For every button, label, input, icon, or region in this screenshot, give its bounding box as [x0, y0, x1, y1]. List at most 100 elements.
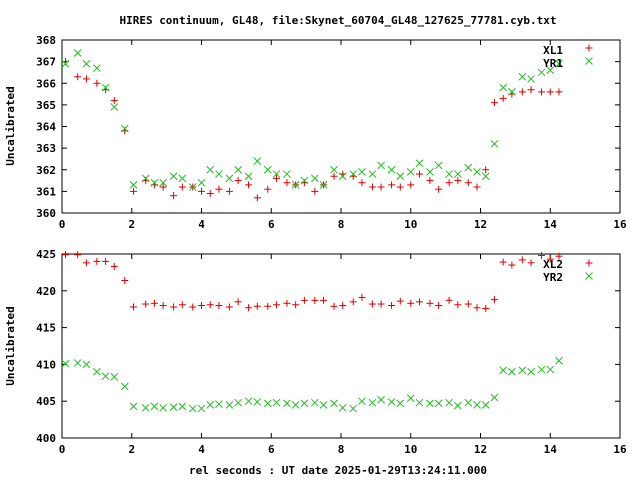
data-point-xl1 — [426, 177, 434, 185]
data-point-yr1 — [464, 163, 473, 172]
data-point-xl1 — [198, 187, 205, 195]
data-point-yr1 — [387, 165, 396, 174]
data-point-yr2 — [518, 366, 527, 375]
y-tick-label: 362 — [36, 164, 56, 177]
data-point-yr1 — [453, 170, 462, 178]
data-point-yr1 — [225, 174, 234, 183]
data-point-xl2 — [435, 302, 443, 310]
data-point-xl1 — [435, 185, 443, 193]
data-point-yr1 — [169, 172, 178, 181]
figure-title: HIRES continuum, GL48, file:Skynet_60704… — [119, 14, 556, 27]
data-point-yr1 — [537, 68, 546, 77]
y-tick-label: 368 — [36, 34, 56, 47]
data-point-yr2 — [150, 402, 159, 411]
data-point-xl1 — [272, 174, 280, 182]
data-point-xl2 — [93, 257, 101, 265]
data-point-yr1 — [283, 170, 291, 178]
y-tick-label: 363 — [36, 142, 56, 155]
data-point-xl2 — [198, 302, 205, 310]
data-point-yr1 — [490, 139, 499, 148]
bottom-panel: Uncalibrated rel seconds : UT date 2025-… — [4, 248, 627, 477]
data-point-xl2 — [388, 302, 396, 310]
x-tick-label: 4 — [198, 218, 205, 231]
y-tick-label: 365 — [36, 99, 56, 112]
data-point-xl2 — [74, 251, 82, 259]
data-point-yr1 — [291, 181, 300, 189]
data-point-yr2 — [141, 403, 150, 412]
data-point-xl2 — [527, 259, 535, 267]
y-tick-label: 361 — [36, 185, 56, 198]
data-point-yr2 — [291, 401, 300, 409]
x-tick-label: 2 — [128, 218, 135, 231]
data-point-yr2 — [253, 398, 262, 406]
data-point-yr1 — [518, 72, 527, 81]
data-point-xl1 — [454, 177, 462, 185]
data-point-yr2 — [225, 401, 234, 409]
data-point-yr1 — [310, 174, 319, 183]
data-point-yr2 — [206, 401, 215, 409]
data-point-yr2 — [101, 372, 110, 381]
data-point-yr2 — [537, 365, 546, 374]
data-point-yr1 — [349, 170, 358, 178]
x-tick-label: 14 — [544, 443, 558, 456]
data-point-yr1 — [120, 124, 129, 133]
data-point-yr2 — [188, 404, 197, 413]
data-point-xl2 — [292, 301, 300, 309]
data-point-yr2 — [110, 373, 119, 381]
x-tick-label: 12 — [474, 218, 487, 231]
x-tick-label: 12 — [474, 443, 487, 456]
data-point-yr2 — [234, 398, 242, 407]
data-point-yr2 — [129, 402, 138, 411]
y-tick-label: 405 — [36, 395, 56, 408]
data-point-xl2 — [142, 300, 150, 308]
top-plot-frame — [61, 39, 621, 214]
data-point-yr2 — [358, 397, 366, 406]
bottom-legend: XL2 YR2 — [543, 258, 593, 284]
bottom-data-marks — [61, 251, 563, 413]
data-point-yr1 — [445, 170, 453, 178]
data-point-yr1 — [555, 59, 563, 68]
data-point-yr1 — [73, 49, 82, 57]
data-point-xl2 — [300, 296, 308, 304]
data-point-xl2 — [82, 259, 90, 267]
data-point-yr2 — [434, 399, 443, 408]
top-y-axis-label: Uncalibrated — [4, 86, 17, 165]
data-point-yr2 — [330, 399, 338, 408]
data-point-yr1 — [330, 165, 338, 174]
data-point-yr2 — [555, 356, 563, 365]
data-point-yr1 — [338, 172, 347, 181]
data-point-xl1 — [415, 170, 423, 178]
data-point-yr1 — [178, 174, 187, 183]
data-point-xl1 — [555, 88, 563, 96]
data-point-yr2 — [310, 398, 319, 407]
data-point-xl2 — [129, 303, 137, 311]
data-point-yr2 — [490, 393, 499, 402]
data-point-yr1 — [215, 170, 223, 178]
data-point-yr1 — [141, 174, 150, 183]
data-point-xl2 — [110, 263, 118, 271]
x-tick-label: 0 — [59, 443, 66, 456]
data-point-yr1 — [197, 178, 206, 187]
data-point-yr2 — [272, 398, 281, 407]
top-ticks: 0 2 4 6 8 10 12 14 16 360 361 362 363 364 365 366 367 368 — [36, 34, 627, 231]
x-tick-label: 16 — [613, 443, 627, 456]
data-point-xl2 — [206, 301, 214, 309]
data-point-xl2 — [264, 302, 272, 310]
data-point-yr2 — [82, 360, 91, 369]
legend-label-xl1: XL1 — [543, 44, 563, 57]
data-point-yr1 — [150, 178, 159, 187]
data-point-yr2 — [178, 402, 187, 411]
x-tick-label: 6 — [268, 218, 275, 231]
data-point-xl2 — [555, 252, 563, 260]
data-point-yr2 — [169, 403, 178, 411]
legend-marker-yr1 — [585, 57, 593, 65]
legend-label-xl2: XL2 — [543, 258, 563, 271]
data-point-yr2 — [481, 401, 490, 409]
data-point-xl2 — [518, 256, 526, 264]
data-point-yr2 — [406, 394, 415, 403]
data-point-xl1 — [396, 183, 404, 191]
data-point-xl2 — [245, 304, 253, 312]
data-point-yr1 — [253, 157, 262, 165]
top-legend: XL1 YR1 — [543, 44, 593, 70]
